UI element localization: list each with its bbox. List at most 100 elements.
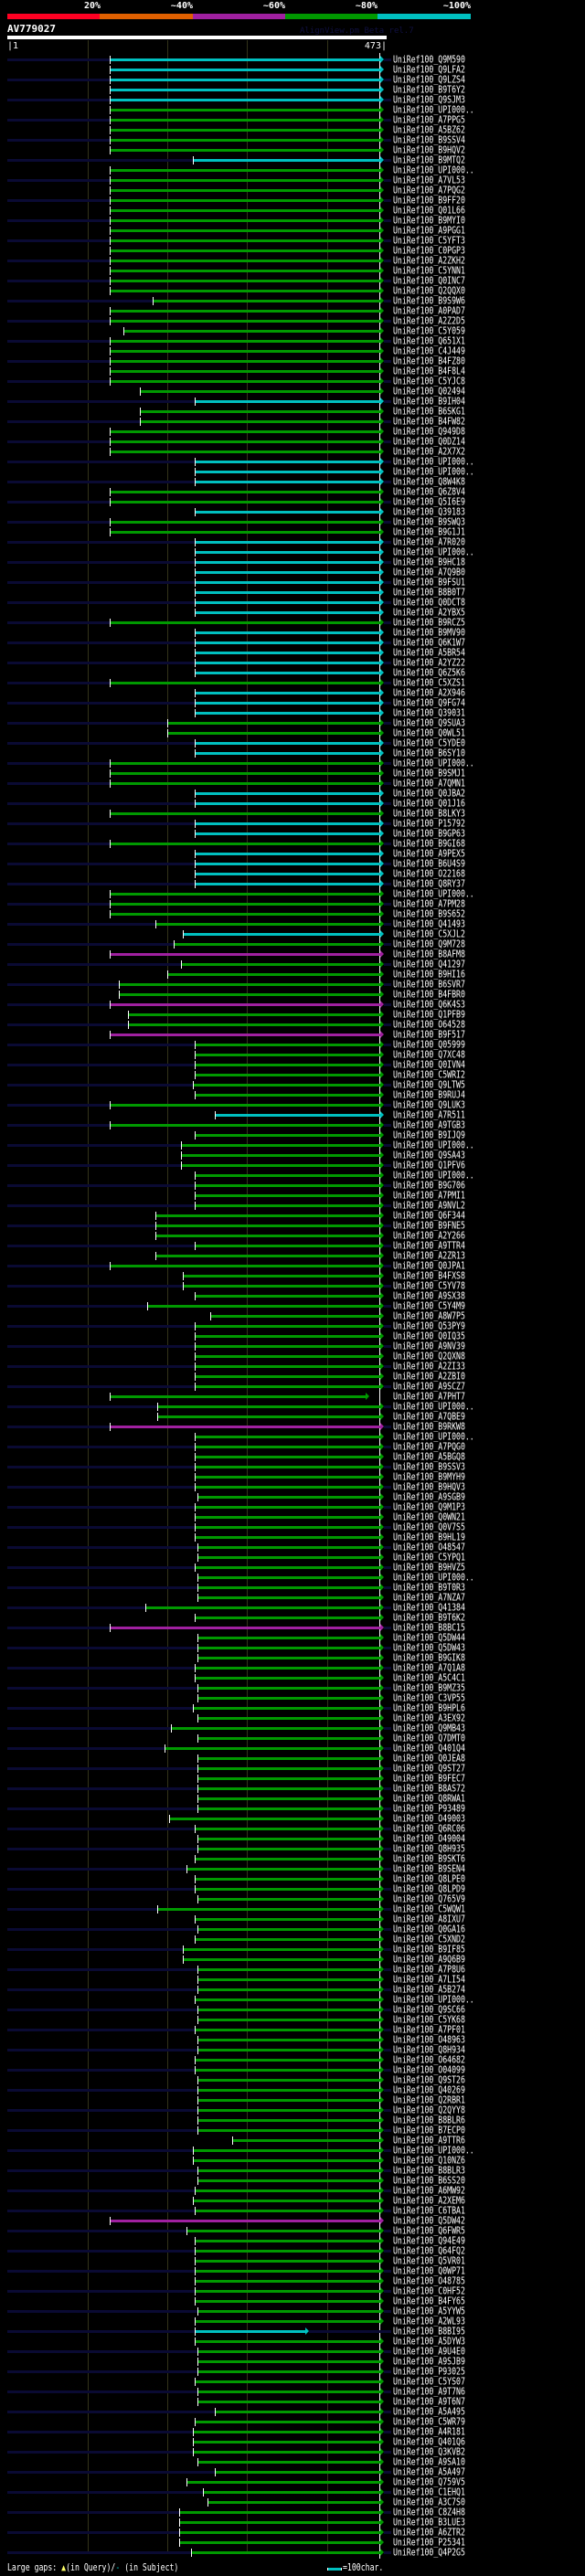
hit-label[interactable]: UniRef100_A5BGQ8 xyxy=(393,1450,465,1463)
hit-row[interactable]: UniRef100_Q949D8 xyxy=(0,426,585,437)
hit-label[interactable]: UniRef100_C5Y059 xyxy=(393,324,465,337)
alignment-bar[interactable] xyxy=(194,1566,380,1569)
hit-label[interactable]: UniRef100_Q41297 xyxy=(393,958,465,970)
alignment-bar[interactable] xyxy=(109,440,380,443)
hit-row[interactable]: UniRef100_O22168 xyxy=(0,868,585,879)
hit-label[interactable]: UniRef100_Q0WP71 xyxy=(393,2264,465,2277)
hit-row[interactable]: UniRef100_A7P8U6 xyxy=(0,1964,585,1975)
hit-row[interactable]: UniRef100_B9HQV2 xyxy=(0,144,585,155)
hit-row[interactable]: UniRef100_B9RUJ4 xyxy=(0,1088,585,1101)
hit-label[interactable]: UniRef100_O48785 xyxy=(393,2274,465,2287)
hit-row[interactable]: UniRef100_UPI000.. xyxy=(0,546,585,557)
alignment-bar[interactable] xyxy=(109,199,380,202)
hit-label[interactable]: UniRef100_B9RUJ4 xyxy=(393,1088,465,1101)
hit-label[interactable]: UniRef100_B9GP63 xyxy=(393,827,465,840)
hit-label[interactable]: UniRef100_A8IXU7 xyxy=(393,1913,465,1925)
hit-label[interactable]: UniRef100_B4FZ80 xyxy=(393,355,465,367)
alignment-bar[interactable] xyxy=(109,501,380,504)
alignment-bar[interactable] xyxy=(109,360,380,363)
alignment-bar[interactable] xyxy=(109,229,380,232)
hit-row[interactable]: UniRef100_UPI000.. xyxy=(0,758,585,769)
hit-row[interactable]: UniRef100_Q8RWA1 xyxy=(0,1793,585,1804)
alignment-bar[interactable] xyxy=(197,2390,380,2393)
alignment-bar[interactable] xyxy=(197,2019,380,2021)
hit-label[interactable]: UniRef100_Q9SUA3 xyxy=(393,716,465,729)
hit-label[interactable]: UniRef100_A2ZR13 xyxy=(393,1249,465,1262)
hit-label[interactable]: UniRef100_UPI000.. xyxy=(393,1993,474,2006)
hit-row[interactable]: UniRef100_A9PGG1 xyxy=(0,225,585,236)
alignment-bar[interactable] xyxy=(109,99,380,101)
alignment-bar[interactable] xyxy=(109,762,380,765)
hit-label[interactable]: UniRef100_C5XZS1 xyxy=(393,676,465,689)
hit-label[interactable]: UniRef100_A2Y266 xyxy=(393,1229,465,1242)
alignment-bar[interactable] xyxy=(194,2421,380,2423)
hit-label[interactable]: UniRef100_O64682 xyxy=(393,2053,465,2066)
hit-row[interactable]: UniRef100_UPI000.. xyxy=(0,1431,585,1442)
alignment-bar[interactable] xyxy=(109,1395,367,1398)
hit-row[interactable]: UniRef100_B4FBR0 xyxy=(0,989,585,1000)
alignment-bar[interactable] xyxy=(182,1958,380,1961)
hit-row[interactable]: UniRef100_B7ECP0 xyxy=(0,2125,585,2136)
alignment-bar[interactable] xyxy=(165,1747,380,1750)
alignment-bar[interactable] xyxy=(194,1617,380,1619)
hit-label[interactable]: UniRef100_A7QMN1 xyxy=(393,777,465,790)
alignment-bar[interactable] xyxy=(197,1737,380,1740)
hit-label[interactable]: UniRef100_Q02494 xyxy=(393,385,465,398)
hit-row[interactable]: UniRef100_Q0IVN4 xyxy=(0,1059,585,1070)
hit-label[interactable]: UniRef100_P15792 xyxy=(393,817,465,830)
alignment-bar[interactable] xyxy=(194,1064,380,1066)
hit-label[interactable]: UniRef100_A5A497 xyxy=(393,2465,465,2478)
alignment-bar[interactable] xyxy=(109,531,380,534)
hit-row[interactable]: UniRef100_A5BR54 xyxy=(0,647,585,658)
alignment-bar[interactable] xyxy=(180,1144,380,1147)
alignment-bar[interactable] xyxy=(197,2099,380,2102)
hit-row[interactable]: UniRef100_B8BLR6 xyxy=(0,2115,585,2125)
hit-label[interactable]: UniRef100_A7R511 xyxy=(393,1108,465,1121)
hit-label[interactable]: UniRef100_B6SKG1 xyxy=(393,405,465,418)
hit-label[interactable]: UniRef100_UPI000.. xyxy=(393,2144,474,2157)
hit-label[interactable]: UniRef100_Q94E49 xyxy=(393,2234,465,2247)
hit-label[interactable]: UniRef100_Q2QXN8 xyxy=(393,1350,465,1362)
hit-row[interactable]: UniRef100_A4R181 xyxy=(0,2426,585,2437)
hit-label[interactable]: UniRef100_Q0DCT8 xyxy=(393,596,465,609)
hit-row[interactable]: UniRef100_O48547 xyxy=(0,1542,585,1553)
hit-label[interactable]: UniRef100_A9T7N6 xyxy=(393,2385,465,2398)
alignment-bar[interactable] xyxy=(109,58,380,61)
hit-row[interactable]: UniRef100_Q0JPA1 xyxy=(0,1260,585,1271)
hit-row[interactable]: UniRef100_Q5DW44 xyxy=(0,1632,585,1643)
hit-label[interactable]: UniRef100_B8BLR3 xyxy=(393,2164,465,2177)
hit-label[interactable]: UniRef100_A8W7P5 xyxy=(393,1309,465,1322)
hit-row[interactable]: UniRef100_A9PEX5 xyxy=(0,848,585,859)
hit-row[interactable]: UniRef100_Q401Q4 xyxy=(0,1743,585,1754)
alignment-bar[interactable] xyxy=(109,913,380,916)
hit-row[interactable]: UniRef100_A7R020 xyxy=(0,536,585,547)
hit-row[interactable]: UniRef100_UPI000.. xyxy=(0,104,585,115)
hit-row[interactable]: UniRef100_Q0JEA8 xyxy=(0,1753,585,1764)
hit-label[interactable]: UniRef100_B9IJQ9 xyxy=(393,1129,465,1141)
hit-label[interactable]: UniRef100_C6TBA1 xyxy=(393,2204,465,2217)
hit-label[interactable]: UniRef100_C4J449 xyxy=(393,345,465,357)
alignment-bar[interactable] xyxy=(194,1174,380,1177)
hit-label[interactable]: UniRef100_UPI000.. xyxy=(393,1139,474,1151)
hit-row[interactable]: UniRef100_B9SEN4 xyxy=(0,1863,585,1874)
alignment-bar[interactable] xyxy=(194,631,380,634)
alignment-bar[interactable] xyxy=(194,2210,380,2212)
alignment-bar[interactable] xyxy=(194,2330,306,2333)
hit-label[interactable]: UniRef100_A7NZA7 xyxy=(393,1591,465,1604)
hit-row[interactable]: UniRef100_A2X7X2 xyxy=(0,446,585,457)
hit-label[interactable]: UniRef100_A9SX38 xyxy=(393,1289,465,1302)
alignment-bar[interactable] xyxy=(197,1787,380,1790)
alignment-bar[interactable] xyxy=(197,1797,380,1800)
hit-row[interactable]: UniRef100_B9IF85 xyxy=(0,1944,585,1955)
hit-row[interactable]: UniRef100_Q0DCT8 xyxy=(0,596,585,609)
hit-row[interactable]: UniRef100_Q39183 xyxy=(0,506,585,517)
alignment-bar[interactable] xyxy=(109,1124,380,1127)
alignment-bar[interactable] xyxy=(194,662,380,664)
hit-label[interactable]: UniRef100_UPI000.. xyxy=(393,887,474,900)
hit-row[interactable]: UniRef100_Q9MB43 xyxy=(0,1723,585,1733)
hit-label[interactable]: UniRef100_A2Z2D5 xyxy=(393,314,465,327)
alignment-bar[interactable] xyxy=(194,873,380,875)
hit-label[interactable]: UniRef100_B9S9W6 xyxy=(393,294,465,307)
hit-label[interactable]: UniRef100_B9MYH9 xyxy=(393,1470,465,1483)
hit-row[interactable]: UniRef100_Q01J16 xyxy=(0,798,585,809)
